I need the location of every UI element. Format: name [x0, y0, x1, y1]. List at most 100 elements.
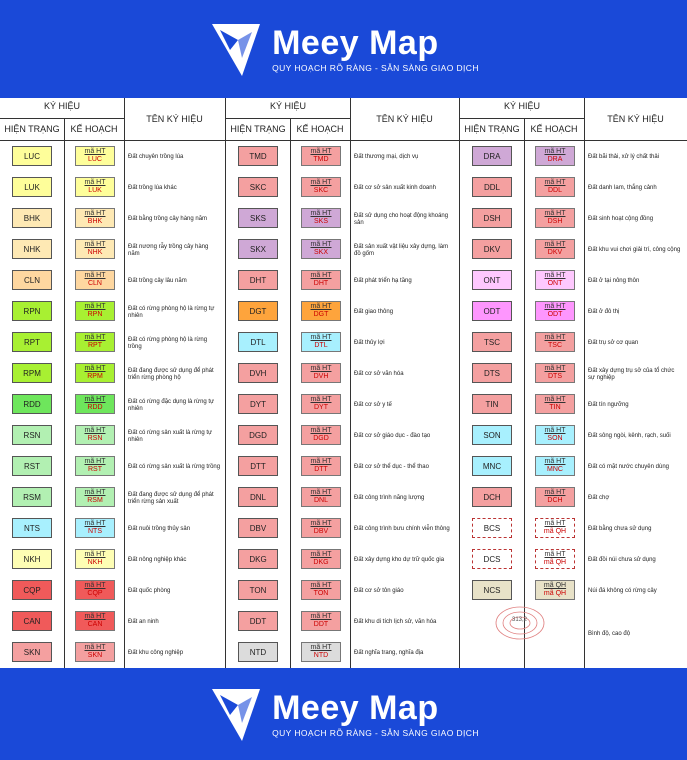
plan-code: DKV [547, 249, 563, 256]
plan-symbol-dnl: mã HT DNL [301, 487, 341, 507]
legend-row: ONT mã HT ONT Đất ở tại nông thôn [460, 266, 687, 297]
plan-prefix: mã HT [310, 644, 332, 651]
land-use-name: Đất cơ sở y tế [354, 402, 392, 408]
plan-code: CAN [87, 621, 103, 628]
land-use-name: Đất sinh hoạt cộng đồng [588, 216, 654, 222]
plan-code: DTT [314, 466, 328, 473]
header-symbol: KÝ HIỆU [43, 101, 80, 111]
plan-symbol-rdd: mã HT RDD [75, 394, 115, 414]
plan-code: RPN [87, 311, 103, 318]
plan-code: NHK [87, 249, 103, 256]
plan-symbol-ddl: mã HT DDL [535, 177, 575, 197]
plan-prefix: mã HT [84, 179, 106, 186]
plan-prefix: mã HT [310, 365, 332, 372]
header-name: TÊN KÝ HIỆU [376, 114, 433, 124]
meey-logo-icon [212, 689, 261, 741]
current-symbol-ntd: NTD [238, 642, 278, 662]
current-symbol-dcs: DCS [472, 549, 512, 569]
current-symbol-dvh: DVH [238, 363, 278, 383]
plan-code: SKC [313, 187, 329, 194]
current-symbol-rsm: RSM [12, 487, 52, 507]
plan-prefix: mã HT [544, 148, 566, 155]
legend-row: TIN mã HT TIN Đất tín ngưỡng [460, 390, 687, 421]
legend-row: DTL mã HT DTL Đất thủy lợi [226, 328, 459, 359]
current-symbol-dht: DHT [238, 270, 278, 290]
legend-row: RPM mã HT RPM Đất đang được sử dụng để phát… [0, 359, 225, 390]
current-symbol-dsh: DSH [472, 208, 512, 228]
plan-symbol-dkg: mã HT DKG [301, 549, 341, 569]
plan-symbol-rsn: mã HT RSN [75, 425, 115, 445]
plan-symbol-can: mã HT CAN [75, 611, 115, 631]
plan-symbol-dgt: mã HT DGT [301, 301, 341, 321]
legend-row: NKH mã HT NKH Đất nông nghiệp khác [0, 545, 225, 576]
current-symbol-ton: TON [238, 580, 278, 600]
legend-column-2: KÝ HIỆU HIỆN TRẠNG KẾ HOẠCH TÊN KÝ HIỆU TMD m… [226, 98, 460, 668]
plan-symbol-dra: mã HT DRA [535, 146, 575, 166]
plan-code: DTL [314, 342, 328, 349]
plan-symbol-mnc: mã HT MNC [535, 456, 575, 476]
land-use-name: Đất ở tại nông thôn [588, 278, 640, 284]
plan-symbol-nts: mã HT NTS [75, 518, 115, 538]
plan-code: TSC [548, 342, 562, 349]
plan-code: mã QH [543, 528, 567, 535]
land-use-name: Đất chuyên trồng lúa [128, 154, 184, 160]
current-symbol-dbv: DBV [238, 518, 278, 538]
legend-row: DKV mã HT DKV Đất khu vui chơi giải trí, cô… [460, 235, 687, 266]
plan-symbol-ton: mã HT TON [301, 580, 341, 600]
plan-symbol-dtl: mã HT DTL [301, 332, 341, 352]
brand-name-footer: Meey Map [272, 689, 439, 727]
plan-code: RDD [87, 404, 103, 411]
land-use-name: Đất chợ [588, 495, 610, 501]
plan-symbol-skx: mã HT SKX [301, 239, 341, 259]
plan-code: TMD [313, 156, 329, 163]
plan-code: RSM [87, 497, 103, 504]
plan-code: MNC [547, 466, 563, 473]
header-divider [226, 118, 350, 119]
legend-row: CQP mã HT CQP Đất quốc phòng [0, 576, 225, 607]
land-use-name: Đất trồng lúa khác [128, 185, 177, 191]
plan-symbol-rsm: mã HT RSM [75, 487, 115, 507]
header-plan: KẾ HOẠCH [530, 124, 578, 134]
plan-code: RSN [87, 435, 103, 442]
land-use-name: Đất khu vui chơi giải trí, công cộng [588, 247, 681, 253]
legend-row: RPT mã HT RPT Đất có rừng phòng hộ là rừng … [0, 328, 225, 359]
plan-prefix: mã HT [544, 272, 566, 279]
col-divider [350, 98, 351, 668]
header-bottom-line [460, 140, 687, 141]
land-use-name: Đất xây dựng trụ sở của tổ chức sự nghiệ… [588, 367, 675, 381]
plan-prefix: mã HT [310, 241, 332, 248]
plan-code: TIN [549, 404, 561, 411]
land-use-name: Đất nuôi trồng thủy sản [128, 526, 191, 532]
plan-prefix: mã HT [84, 272, 106, 279]
plan-symbol-rpm: mã HT RPM [75, 363, 115, 383]
current-symbol-bcs: BCS [472, 518, 512, 538]
col-divider [524, 118, 525, 668]
current-symbol-mnc: MNC [472, 456, 512, 476]
header-symbol: KÝ HIỆU [269, 101, 306, 111]
legend-row: DHT mã HT DHT Đất phát triển hạ tầng [226, 266, 459, 297]
plan-prefix: mã HT [310, 613, 332, 620]
plan-code: TON [313, 590, 329, 597]
plan-code: RST [88, 466, 102, 473]
plan-code: SON [547, 435, 563, 442]
legend-row: BHK mã HT BHK Đất bằng trồng cây hàng năm [0, 204, 225, 235]
current-symbol-ddt: DDT [238, 611, 278, 631]
plan-prefix: mã HT [84, 396, 106, 403]
land-use-name: Đất nông nghiệp khác [128, 557, 187, 563]
plan-prefix: mã HT [310, 489, 332, 496]
plan-symbol-tin: mã HT TIN [535, 394, 575, 414]
land-use-name: Đất có rừng phòng hộ là rừng tự nhiên [128, 305, 215, 319]
plan-code: ONT [547, 280, 563, 287]
current-symbol-skc: SKC [238, 177, 278, 197]
land-use-name: Đất cơ sở tôn giáo [354, 588, 404, 594]
plan-code: DGT [313, 311, 329, 318]
plan-code: NKH [87, 559, 103, 566]
current-symbol-rst: RST [12, 456, 52, 476]
plan-prefix: mã HT [310, 582, 332, 589]
header-banner: Meey Map QUY HOẠCH RÕ RÀNG - SẴN SÀNG GI… [0, 0, 687, 98]
land-use-name: Đất khu công nghiệp [128, 650, 184, 656]
current-symbol-nkh: NKH [12, 549, 52, 569]
plan-prefix: mã HT [544, 365, 566, 372]
current-symbol-rdd: RDD [12, 394, 52, 414]
plan-symbol-dvh: mã HT DVH [301, 363, 341, 383]
